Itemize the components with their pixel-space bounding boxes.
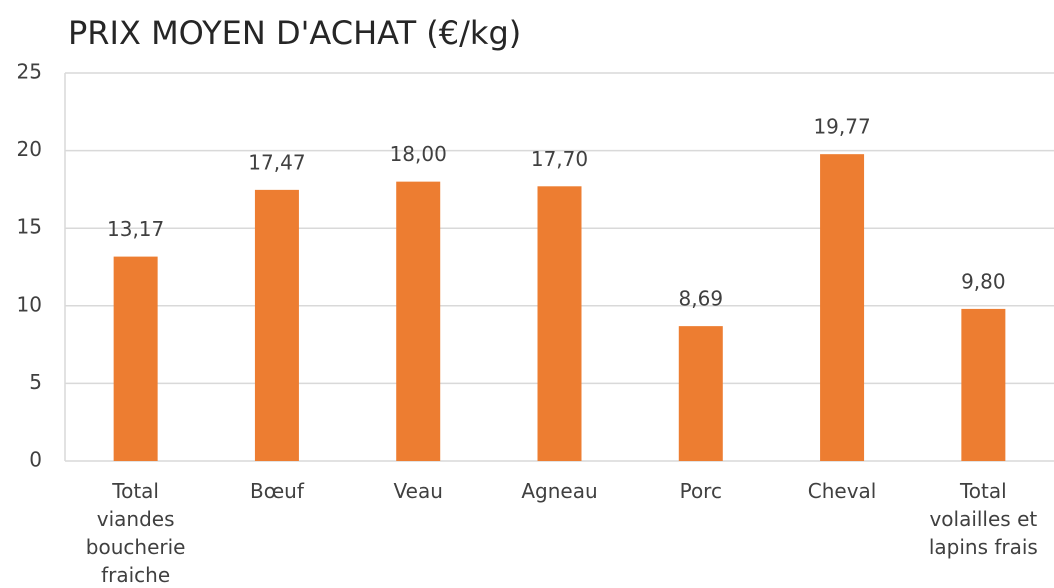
data-label: 13,17 [107,217,164,241]
data-label: 19,77 [813,115,870,139]
bar [820,154,865,461]
data-label: 9,80 [961,269,1006,293]
y-tick-label: 25 [17,60,42,84]
x-tick-label: Agneau [521,479,598,503]
x-tick-label: Total viandes boucherie fraiche [85,479,186,587]
data-label: 18,00 [390,142,447,166]
bar [537,186,582,461]
x-tick-label: Cheval [807,479,877,503]
y-tick-label: 10 [17,292,42,316]
bar [396,181,441,461]
x-tick-label: Total volailles et lapins frais [928,479,1038,559]
data-label: 8,69 [679,287,724,311]
data-label: 17,70 [531,147,588,171]
y-tick-label: 20 [17,137,42,161]
bar [113,256,158,461]
chart-title: PRIX MOYEN D'ACHAT (€/kg) [68,14,521,52]
x-tick-label: Porc [679,479,722,503]
x-tick-label: Veau [393,479,443,503]
bar [678,326,723,461]
x-tick-label: Bœuf [249,479,304,503]
y-tick-label: 15 [17,215,42,239]
y-tick-label: 0 [29,448,42,472]
y-tick-label: 5 [29,370,42,394]
data-label: 17,47 [248,150,305,174]
bar [254,189,299,461]
bar [961,308,1006,461]
